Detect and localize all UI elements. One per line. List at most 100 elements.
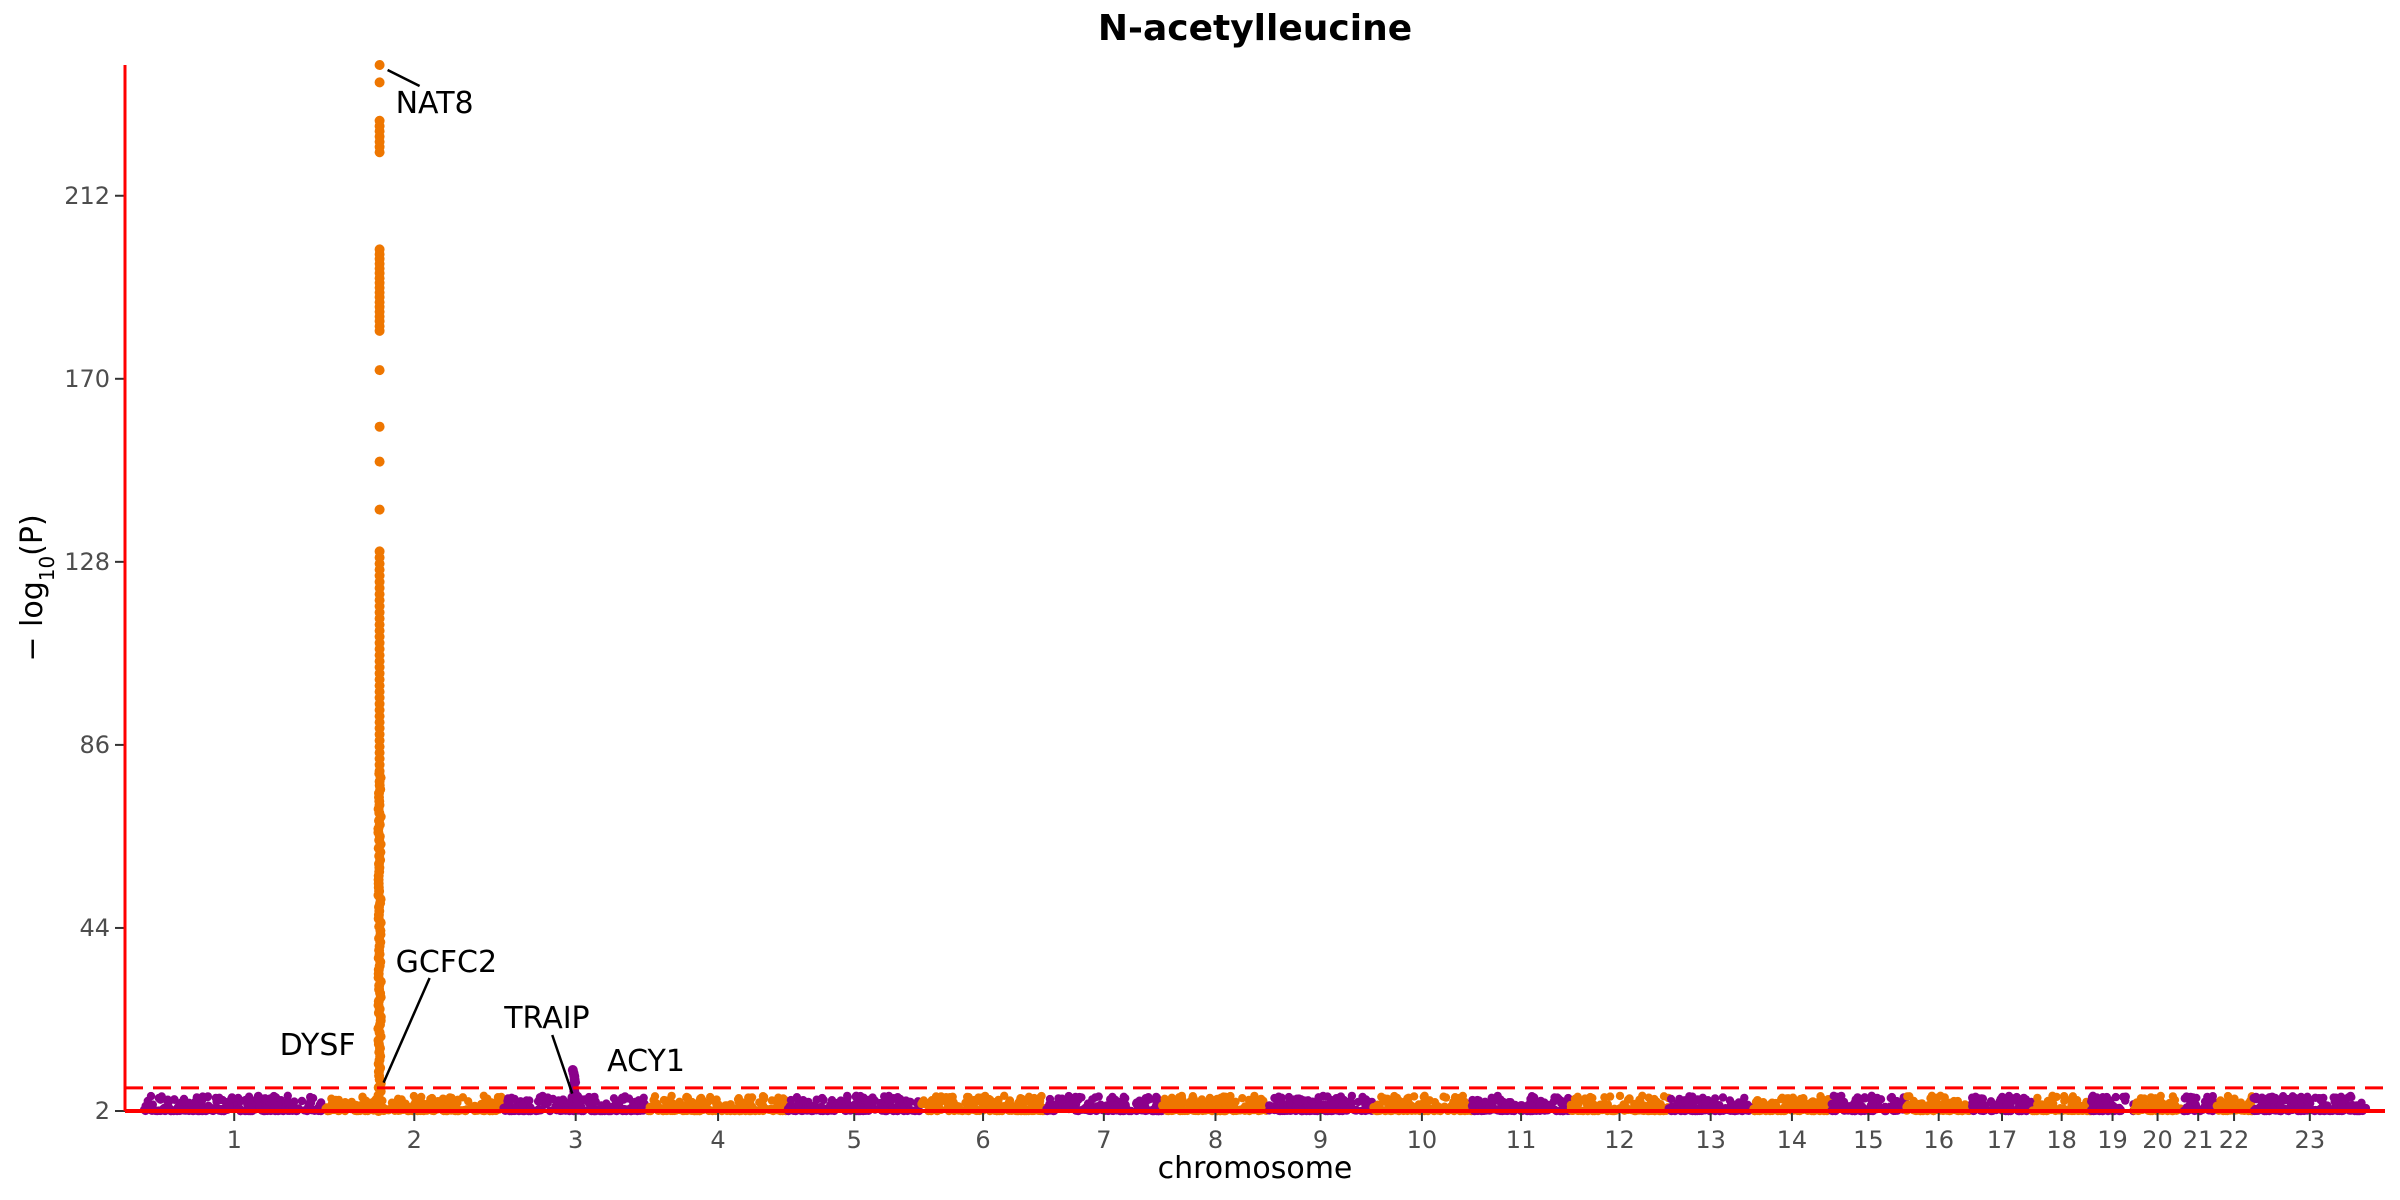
background-snp-point [979,1095,988,1105]
background-snp-point [1184,1100,1194,1109]
x-tick-label: 12 [1604,1126,1635,1154]
background-snp-point [1358,1092,1367,1102]
background-snp-point [1238,1094,1247,1103]
gene-label-gcfc2: GCFC2 [396,945,497,980]
nat8-peak-point [374,60,385,70]
background-snp-point [1666,1094,1676,1104]
background-snp-point [880,1092,889,1101]
background-snp-point [1488,1098,1497,1107]
background-snp-point [1284,1098,1294,1108]
background-snp-point [458,1093,468,1102]
background-snp-point [548,1094,558,1104]
nat8-peak-point [374,115,385,126]
background-snp-point [1422,1102,1432,1111]
x-tick-label: 1 [227,1126,242,1154]
background-snp-point [1865,1094,1875,1103]
background-snp-point [1873,1093,1882,1103]
y-axis-title-suffix: (P) [15,514,50,556]
background-snp-point [1347,1091,1357,1101]
background-snp-point [1558,1098,1567,1107]
x-tick-label: 23 [2295,1126,2326,1154]
background-snp-point [245,1095,254,1104]
background-snp-point [726,1100,735,1109]
background-snp-point [1088,1095,1097,1104]
background-snp-point [1246,1101,1255,1110]
x-tick-label: 6 [975,1126,990,1154]
gene-label-nat8: NAT8 [396,86,474,121]
background-snp-point [1932,1094,1941,1103]
background-snp-point [895,1094,905,1104]
background-snp-point [1517,1101,1527,1110]
background-snp-point [1174,1093,1184,1102]
background-snp-point [1377,1092,1386,1102]
background-snp-point [597,1101,606,1110]
background-snp-point [1501,1101,1510,1110]
background-snp-point [772,1096,782,1105]
background-snp-point [157,1092,166,1101]
gene-label-dysf: DYSF [280,1028,356,1063]
background-snp-point [1636,1097,1645,1106]
background-snp-point [507,1093,516,1103]
background-snp-point [2236,1098,2246,1107]
background-snp-point [212,1097,221,1106]
background-snp-point [843,1093,852,1102]
x-tick-label: 4 [710,1126,725,1154]
background-snp-point [2257,1100,2266,1109]
background-snp-point [1338,1100,1347,1109]
background-snp-point [518,1100,527,1110]
background-snp-point [1829,1091,1838,1101]
y-tick-label: 128 [64,548,110,576]
background-snp-point [2156,1096,2165,1105]
background-snp-point [1795,1097,1804,1106]
background-snp-point [483,1096,492,1106]
background-snp-point [1867,1100,1876,1110]
background-snp-point [222,1099,231,1109]
background-snp-point [1450,1093,1460,1102]
background-snp-point [191,1097,200,1106]
y-tick-label: 170 [64,365,110,393]
background-snp-point [662,1096,671,1105]
background-snp-point [393,1094,403,1104]
background-snp-point [1064,1091,1074,1101]
background-snp-point [426,1094,435,1104]
background-snp-point [619,1095,628,1104]
background-snp-point [712,1095,721,1104]
gene-label-acy1: ACY1 [607,1044,685,1079]
background-snp-point [2316,1094,2325,1103]
x-tick-label: 19 [2097,1126,2128,1154]
background-snp-point [1996,1095,2005,1104]
background-snp-point [2101,1096,2110,1106]
background-snp-point [1981,1101,1990,1110]
chart-title: N-acetylleucine [1098,8,1412,49]
x-tick-label: 5 [847,1126,862,1154]
x-tick-label: 14 [1777,1126,1808,1154]
gene-label-connector [387,68,421,88]
background-snp-point [2303,1092,2312,1102]
background-snp-point [1885,1102,1895,1111]
background-snp-point [928,1096,938,1105]
background-snp-point [589,1099,598,1108]
background-snp-point [1738,1101,1748,1111]
background-snp-point [589,1093,599,1102]
background-snp-point [1278,1099,1287,1109]
background-snp-point [447,1093,456,1103]
nat8-peak-point [374,456,385,467]
background-snp-point [468,1102,477,1111]
background-snp-point [936,1092,946,1101]
background-snp-point [1274,1092,1283,1101]
background-snp-point [1197,1095,1207,1104]
background-snp-point [965,1098,975,1107]
y-tick-label: 44 [79,914,110,942]
traip-peak-point [567,1065,578,1075]
background-snp-point [759,1092,769,1102]
background-snp-point [792,1093,802,1102]
background-snp-point [1493,1091,1502,1101]
background-snp-point [1710,1094,1720,1103]
background-snp-point [1188,1093,1197,1102]
x-tick-label: 11 [1506,1126,1537,1154]
background-snp-point [1032,1101,1041,1111]
background-snp-point [613,1099,622,1108]
background-snp-point [2009,1094,2018,1104]
background-snp-point [818,1093,827,1103]
